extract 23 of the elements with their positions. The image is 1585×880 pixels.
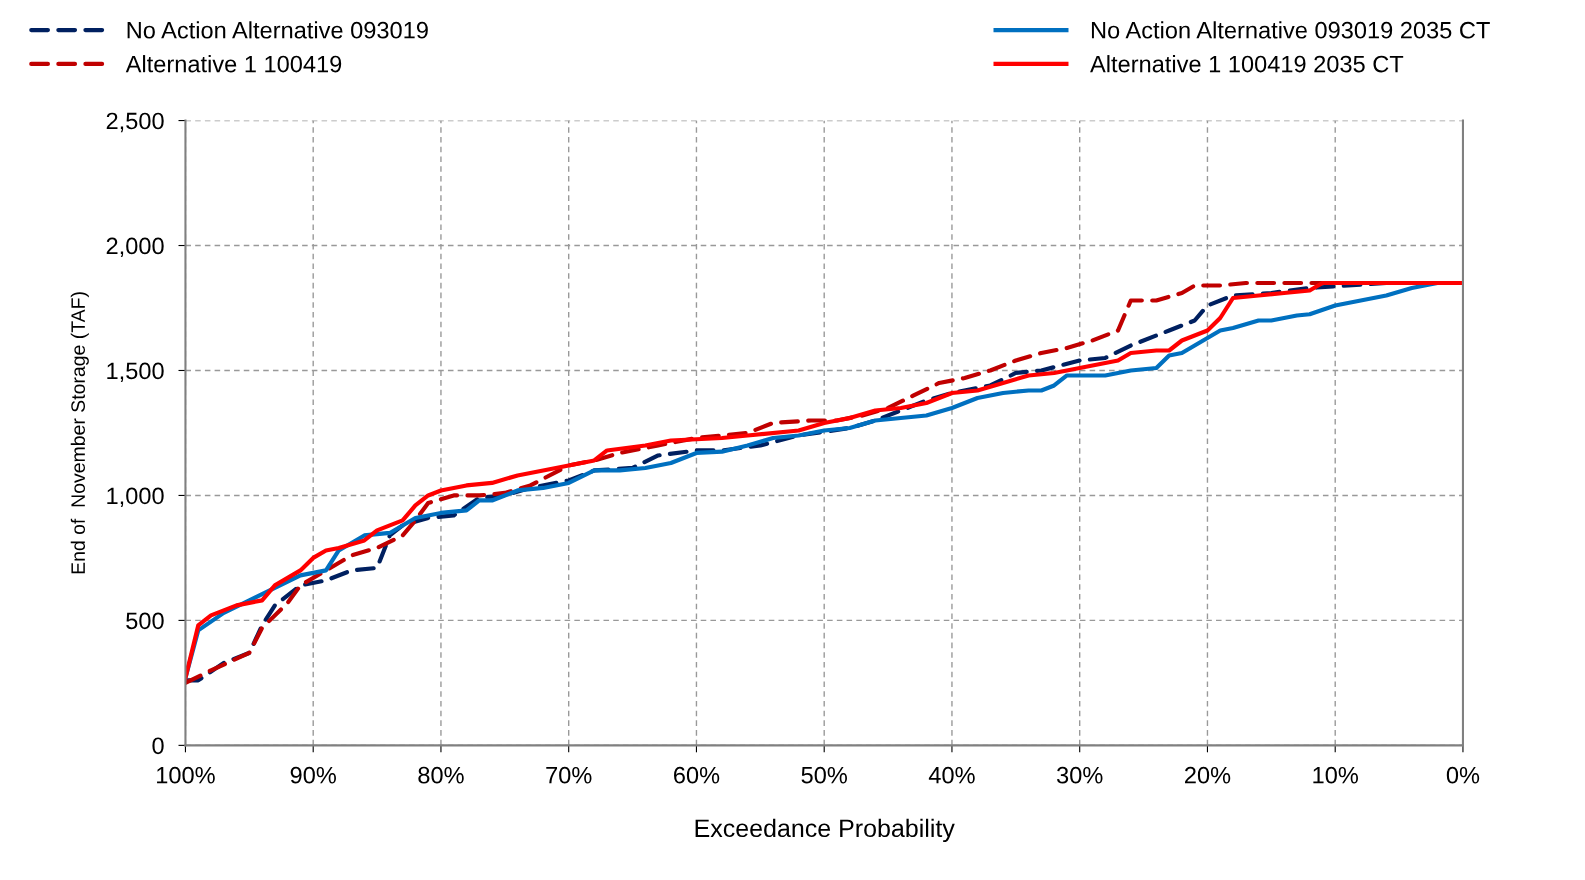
y-tick-label: 1,000 <box>107 487 164 508</box>
x-tick-label: 20% <box>1185 766 1231 784</box>
legend-label: Alternative 1 100419 2035 CT <box>1090 55 1404 73</box>
legend-label: No Action Alternative 093019 <box>127 21 428 39</box>
legend-label: No Action Alternative 093019 2035 CT <box>1091 21 1490 39</box>
x-tick-label: 50% <box>801 766 847 784</box>
x-tick-label: 100% <box>157 766 215 784</box>
y-axis-title: End of November Storage (TAF) <box>70 292 89 574</box>
x-tick-label: 0% <box>1446 766 1480 784</box>
x-tick-label: 70% <box>546 766 592 784</box>
x-tick-label: 90% <box>290 766 336 784</box>
y-tick-label: 500 <box>126 612 164 630</box>
x-tick-label: 80% <box>418 766 464 784</box>
y-tick-label: 2,000 <box>106 237 164 258</box>
x-tick-label: 10% <box>1313 766 1358 784</box>
y-tick-label: 2,500 <box>106 112 164 133</box>
x-tick-label: 40% <box>928 766 975 784</box>
x-tick-label: 30% <box>1056 766 1103 784</box>
y-tick-label: 1,500 <box>107 362 164 383</box>
x-tick-label: 60% <box>674 766 720 784</box>
x-axis-title: Exceedance Probability <box>695 818 955 843</box>
legend-label: Alternative 1 100419 <box>125 55 342 73</box>
y-tick-label: 0 <box>152 737 164 755</box>
